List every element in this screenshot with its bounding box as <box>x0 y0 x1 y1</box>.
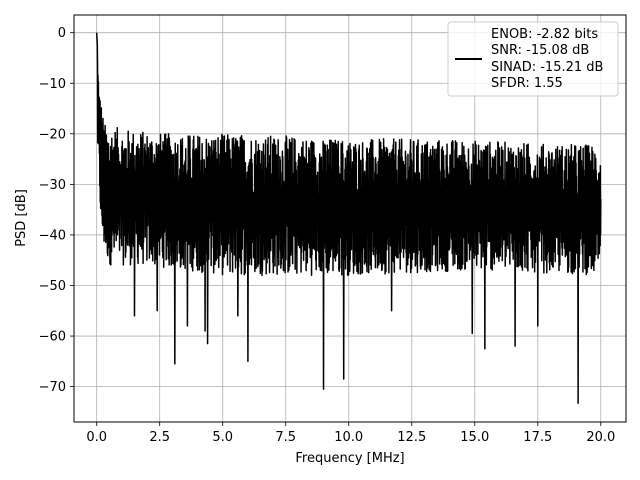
x-tick-label: 2.5 <box>149 430 170 445</box>
psd-line <box>95 32 602 405</box>
x-tick-label: 20.0 <box>586 430 615 445</box>
legend-box <box>447 21 619 97</box>
x-tick-label: 15.0 <box>460 430 489 445</box>
y-tick-label: −40 <box>39 228 66 243</box>
legend: ENOB: -2.82 bits SNR: -15.08 dB SINAD: -… <box>447 21 619 97</box>
y-tick-label: −30 <box>39 178 66 193</box>
y-axis-ticks: 0 −10 −20 −30 −40 −50 −60 −70 <box>39 26 74 395</box>
y-tick-label: 0 <box>58 26 66 41</box>
x-tick-label: 12.5 <box>397 430 426 445</box>
legend-entry-snr: SNR: -15.08 dB <box>491 43 589 58</box>
legend-entry-sfdr: SFDR: 1.55 <box>491 76 563 91</box>
y-tick-label: −20 <box>39 127 66 142</box>
x-tick-label: 5.0 <box>212 430 233 445</box>
legend-entry-enob: ENOB: -2.82 bits <box>491 27 598 42</box>
x-tick-label: 17.5 <box>523 430 552 445</box>
x-axis-ticks: 0.0 2.5 5.0 7.5 10.0 12.5 15.0 17.5 20.0 <box>86 422 615 445</box>
legend-entry-sinad: SINAD: -15.21 dB <box>491 60 603 75</box>
y-tick-label: −50 <box>39 279 66 294</box>
y-tick-label: −10 <box>39 77 66 92</box>
x-tick-label: 0.0 <box>86 430 107 445</box>
x-axis-label: Frequency [MHz] <box>295 451 404 466</box>
y-tick-label: −60 <box>39 330 66 345</box>
x-tick-label: 10.0 <box>334 430 363 445</box>
y-tick-label: −70 <box>39 380 66 395</box>
psd-series <box>95 32 602 405</box>
plot-frame <box>73 14 627 423</box>
x-tick-label: 7.5 <box>275 430 296 445</box>
y-axis-label: PSD [dB] <box>14 189 29 247</box>
